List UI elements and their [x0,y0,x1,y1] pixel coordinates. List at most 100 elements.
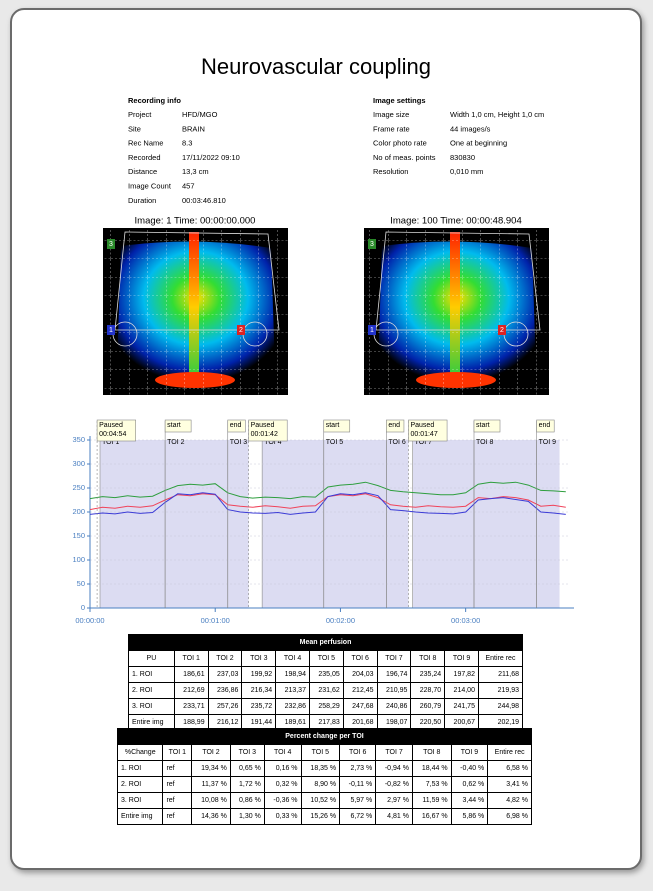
annotation-text: end [230,422,242,429]
table-cell: 235,24 [410,666,446,683]
info-heading: Image settings [373,96,426,105]
table-cell: ref [162,760,193,777]
info-value: HFD/MGO [182,110,218,119]
annotation-box [323,419,351,433]
toi-band [412,440,474,608]
table-row: Mean perfusion [128,634,523,651]
annotation-box [536,419,555,433]
table-cell: 2,97 % [375,792,413,809]
table-row: Entire img ref 14,36 % 1,30 % 0,33 % 15,26 % 6… [116,808,532,825]
toi-band [100,440,166,608]
table-cell: 6,58 % [487,760,532,777]
toi-band [474,440,537,608]
x-tick-label: 00:02:00 [326,616,355,625]
roi-marker [498,325,506,335]
info-label: Resolution [373,167,408,176]
table-cell: TOI 9 [444,650,479,667]
table-cell: 260,79 [410,698,446,715]
table-cell: Entire img [116,808,164,825]
table-cell: 10,52 % [300,792,341,809]
table-cell: 10,08 % [191,792,231,809]
table-cell: 247,68 [342,698,378,715]
info-label: Image Count [128,181,172,190]
table-row: 2. ROI ref 11,37 % 1,72 % 0,32 % 8,90 % -0,11 … [116,776,532,793]
roi-marker [107,239,115,249]
table-cell: ref [162,776,193,793]
toi-band [165,440,228,608]
table-cell: 11,37 % [191,776,231,793]
table-cell: TOI 7 [376,650,412,667]
table-cell: 7,53 % [411,776,452,793]
roi-marker [237,325,245,335]
annotation-text: Paused [251,422,275,429]
data-line [89,492,566,515]
table-cell: 1,30 % [229,808,265,825]
table-cell: 2. ROI [128,682,175,699]
table-cell: 6,98 % [487,808,532,825]
info-value: 830830 [450,153,475,162]
info-label: Duration [128,196,156,205]
toi-band [227,440,249,608]
table-cell: TOI 8 [411,744,452,761]
table-row: PU TOI 1 TOI 2 TOI 3 TOI 4 TOI 5 TOI 6 TOI 7 TOI… [128,650,524,667]
info-value: 457 [182,181,195,190]
info-value: 00:03:46.810 [182,196,226,205]
table-cell: 3. ROI [128,698,175,715]
table-cell: 235,72 [241,698,277,715]
roi-outline [114,231,280,331]
annotation-box [164,419,192,433]
table-cell: 15,26 % [300,808,341,825]
annotation-text: Paused [410,422,434,429]
toi-label: TOI 7 [415,439,432,446]
table-cell: 231,62 [308,682,344,699]
annotation-text: start [476,422,490,429]
table-cell: 1. ROI [116,760,164,777]
info-label: Color photo rate [373,139,427,148]
table-cell: 228,70 [410,682,446,699]
table-cell: TOI 2 [191,744,231,761]
table-cell: 258,29 [308,698,344,715]
data-table: Mean perfusion PU TOI 1 TOI 2 TOI 3 TOI 4 TOI … [128,634,524,731]
annotation-text: Paused [99,422,123,429]
roi-outline [375,231,541,331]
table-cell: TOI 6 [339,744,377,761]
y-tick-label: 150 [72,531,85,540]
table-cell: Percent change per TOI [117,728,532,745]
table-cell: 213,37 [275,682,310,699]
table-cell: 240,86 [376,698,412,715]
table-cell: 5,97 % [339,792,377,809]
annotation-text: start [167,422,181,429]
y-tick-label: 350 [72,435,85,444]
annotation-box [248,419,288,442]
table-row: 2. ROI 212,69 236,86 216,34 213,37 231,62 212,… [128,682,524,699]
table-row: 3. ROI ref 10,08 % 0,86 % -0,36 % 10,52 % 5,97… [116,792,532,809]
info-label: Project [128,110,152,119]
table-cell: TOI 5 [300,744,341,761]
table-cell: 236,86 [207,682,243,699]
table-cell: 8,90 % [300,776,341,793]
table-cell: -0,36 % [263,792,302,809]
table-cell: TOI 3 [241,650,277,667]
table-cell: 212,45 [342,682,378,699]
toi-label: TOI 8 [476,439,493,446]
roi-marker-label: 2 [239,327,243,334]
table-cell: ref [162,792,193,809]
table-row: 1. ROI ref 19,34 % 0,65 % 0,16 % 18,35 % 2,73 … [116,760,532,777]
annotation-text: end [539,422,551,429]
table-row: Percent change per TOI [117,728,532,745]
info-label: Frame rate [373,124,410,133]
table-cell: 0,62 % [450,776,489,793]
info-value: 0,010 mm [450,167,483,176]
table-cell: 1. ROI [128,666,175,683]
table-cell: 5,86 % [450,808,489,825]
table-cell: 197,82 [444,666,479,683]
table-cell: TOI 4 [275,650,310,667]
roi-marker [368,239,376,249]
table-cell: 214,00 [444,682,479,699]
table-cell: 216,34 [241,682,277,699]
table-cell: TOI 3 [229,744,265,761]
info-value: 8.3 [182,139,192,148]
y-tick-label: 50 [77,579,85,588]
table-cell: 2. ROI [116,776,164,793]
